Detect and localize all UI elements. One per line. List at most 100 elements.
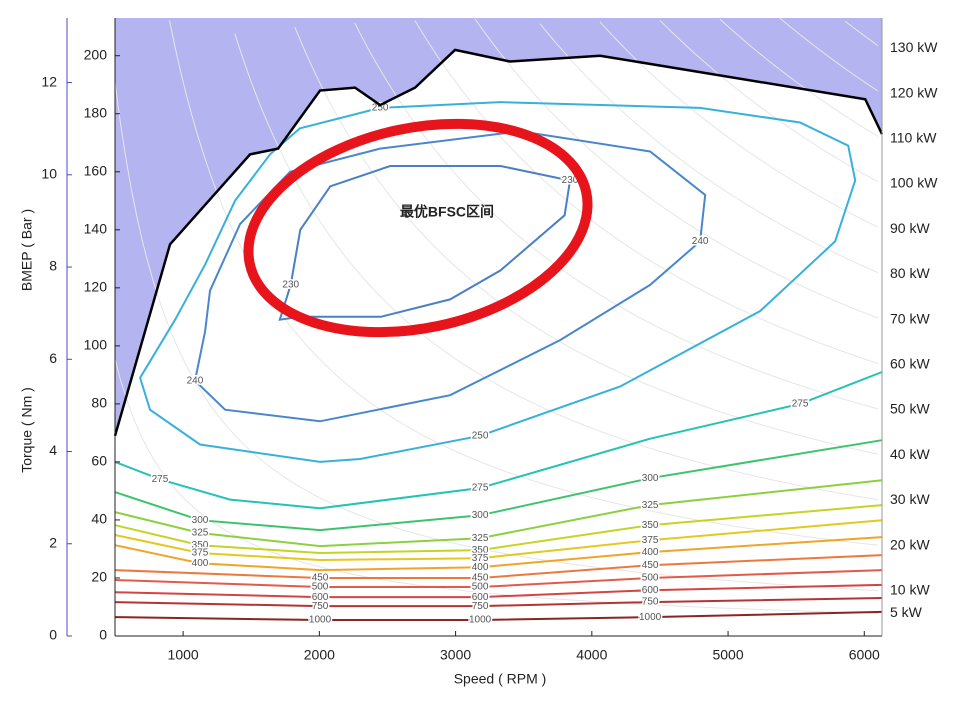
power-line xyxy=(844,20,879,47)
power-tick-label: 110 kW xyxy=(890,130,937,146)
contour-label: 750 xyxy=(642,597,659,608)
contour-label: 1000 xyxy=(309,615,332,626)
contour-label: 400 xyxy=(642,547,659,558)
y2-tick-label: 8 xyxy=(49,258,57,274)
contour-label: 350 xyxy=(642,520,659,531)
power-line xyxy=(114,81,878,592)
x-tick-label: 6000 xyxy=(849,647,880,663)
contour-line xyxy=(193,130,707,423)
y2-tick-label: 0 xyxy=(49,627,57,643)
contour-label: 400 xyxy=(472,562,489,573)
contour-label: 230 xyxy=(282,280,299,291)
y2-tick-label: 12 xyxy=(41,73,57,89)
contour-line xyxy=(114,569,883,588)
y-tick-label: 200 xyxy=(84,46,108,62)
contour-label: 400 xyxy=(192,558,209,569)
contour-label: 250 xyxy=(472,430,489,441)
contour-label: 450 xyxy=(642,560,659,571)
contour-label: 600 xyxy=(642,585,659,596)
y2-tick-label: 4 xyxy=(49,442,57,458)
contour-line xyxy=(114,371,883,510)
y-tick-label: 40 xyxy=(91,511,107,527)
contour-label: 300 xyxy=(642,473,659,484)
contour-label: 450 xyxy=(472,573,489,584)
x-axis-label: Speed ( RPM ) xyxy=(454,671,547,687)
power-tick-label: 90 kW xyxy=(890,220,930,236)
y-tick-label: 100 xyxy=(84,337,108,353)
power-line xyxy=(779,17,879,92)
contour-label: 240 xyxy=(692,236,709,247)
y-axis-label: Torque ( Nm ) xyxy=(19,387,35,473)
power-line xyxy=(599,21,879,228)
y2-axis-label: BMEP ( Bar ) xyxy=(19,209,35,291)
contour-label: 300 xyxy=(192,515,209,526)
contour-label: 275 xyxy=(472,483,489,494)
x-tick-label: 3000 xyxy=(440,647,471,663)
y2-tick-label: 10 xyxy=(41,166,57,182)
contour-label: 375 xyxy=(642,535,659,546)
y-tick-label: 80 xyxy=(91,395,107,411)
contour-label: 350 xyxy=(472,545,489,556)
power-tick-label: 30 kW xyxy=(890,491,930,507)
y-tick-label: 120 xyxy=(84,279,108,295)
contour-label: 750 xyxy=(472,601,489,612)
power-line xyxy=(539,23,879,274)
power-line xyxy=(294,26,879,455)
power-tick-label: 50 kW xyxy=(890,401,930,417)
annotation-ellipse xyxy=(243,118,593,338)
x-tick-label: 5000 xyxy=(712,647,743,663)
power-line xyxy=(234,33,878,501)
contour-label: 750 xyxy=(312,601,329,612)
contour-label: 275 xyxy=(152,474,169,485)
x-tick-label: 1000 xyxy=(168,647,199,663)
contour-line xyxy=(114,519,883,562)
contour-line xyxy=(114,583,883,599)
contour-label: 600 xyxy=(472,592,489,603)
power-tick-label: 100 kW xyxy=(890,175,938,191)
y-tick-label: 180 xyxy=(84,104,108,120)
contour-line xyxy=(114,597,883,608)
contour-label: 450 xyxy=(312,573,329,584)
y-tick-label: 140 xyxy=(84,221,108,237)
unreachable-region xyxy=(115,18,882,436)
contour-line xyxy=(278,165,572,321)
y2-tick-label: 2 xyxy=(49,534,57,550)
contour-label: 275 xyxy=(792,399,809,410)
contour-label: 1000 xyxy=(639,612,662,623)
annotation-text: 最优BFSC区间 xyxy=(400,204,494,220)
x-tick-label: 2000 xyxy=(304,647,335,663)
power-tick-label: 5 kW xyxy=(890,604,923,620)
contour-label: 375 xyxy=(472,553,489,564)
power-tick-label: 20 kW xyxy=(890,536,930,552)
power-line xyxy=(659,19,879,183)
power-tick-label: 70 kW xyxy=(890,310,930,326)
contour-label: 1000 xyxy=(469,615,492,626)
contour-label: 500 xyxy=(472,582,489,593)
power-tick-label: 80 kW xyxy=(890,265,930,281)
contour-label: 325 xyxy=(192,528,209,539)
contour-label: 500 xyxy=(312,582,329,593)
max-torque-line xyxy=(113,48,884,437)
contour-label: 250 xyxy=(372,103,389,114)
contour-label: 600 xyxy=(312,592,329,603)
contour-line xyxy=(139,101,857,463)
contour-line xyxy=(114,536,883,572)
power-line xyxy=(114,358,878,614)
power-tick-label: 130 kW xyxy=(890,39,938,55)
contour-label: 350 xyxy=(192,540,209,551)
y-tick-label: 160 xyxy=(84,162,108,178)
power-tick-label: 120 kW xyxy=(890,84,938,100)
contour-label: 325 xyxy=(642,500,659,511)
power-line xyxy=(474,18,879,319)
power-tick-label: 40 kW xyxy=(890,446,930,462)
contour-label: 375 xyxy=(192,548,209,559)
y-tick-label: 20 xyxy=(91,569,107,585)
y-tick-label: 0 xyxy=(99,627,107,643)
power-tick-label: 10 kW xyxy=(890,582,930,598)
y2-tick-label: 6 xyxy=(49,350,57,366)
x-tick-label: 4000 xyxy=(576,647,607,663)
power-tick-label: 60 kW xyxy=(890,356,930,372)
contour-line xyxy=(114,479,883,548)
